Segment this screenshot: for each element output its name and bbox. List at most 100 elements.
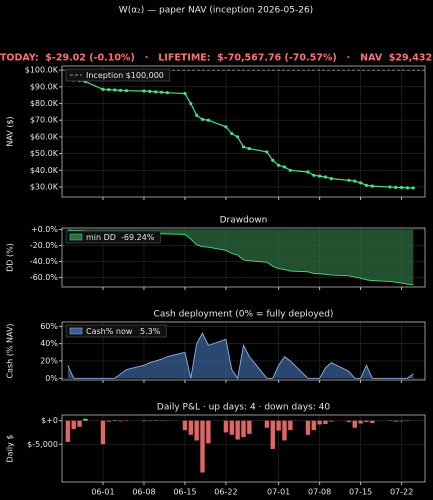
x-tick-label: 06-22 — [214, 488, 237, 497]
nav-point — [189, 101, 193, 106]
nav-point — [241, 145, 246, 149]
nav-point — [142, 89, 146, 93]
pnl-bar — [229, 420, 234, 435]
nav-point — [154, 90, 158, 94]
pnl-bar — [106, 420, 112, 422]
plot-frame — [61, 414, 426, 483]
legend-label: Cash% now 5.3% — [86, 327, 161, 336]
y-tick-label: 0% — [45, 374, 58, 383]
x-tick-label: 07-08 — [308, 488, 331, 497]
nav-point — [323, 175, 328, 179]
nav-point — [353, 179, 357, 183]
legend-box — [65, 68, 171, 82]
nav-point — [277, 163, 281, 167]
legend-swatch — [69, 233, 83, 241]
nav-point — [247, 147, 251, 151]
nav-point — [399, 185, 404, 190]
nav-point — [165, 91, 169, 95]
y-tick-label: 20% — [40, 356, 58, 365]
area-line — [67, 332, 414, 380]
pnl-bar — [329, 420, 334, 422]
nav-line — [67, 77, 414, 189]
pnl-bar — [399, 420, 404, 422]
y-tick-label: $+0 — [41, 416, 58, 425]
pnl-bar — [235, 420, 240, 440]
nav-point — [113, 88, 117, 92]
y-axis-label: Cash (% NAV) — [6, 323, 15, 378]
legend-swatch — [69, 327, 83, 335]
x-tick-label: 06-01 — [91, 488, 114, 497]
x-tick-label: 07-15 — [349, 488, 372, 497]
y-tick-label: -60.0% — [30, 273, 59, 282]
y-tick-label: $60.0K — [30, 132, 59, 141]
y-tick-label: 40% — [40, 339, 58, 348]
pnl-bar — [188, 420, 194, 435]
pnl-bar — [194, 420, 199, 441]
pnl-bar — [71, 420, 76, 430]
pnl-bar — [141, 420, 147, 422]
pnl-bar — [247, 420, 252, 434]
nav-point — [101, 87, 105, 91]
y-tick-label: $80.0K — [30, 99, 59, 108]
summary: TODAY: $-29.02 (-0.10%) · LIFETIME: $-70… — [0, 53, 432, 64]
plot-frame — [61, 321, 426, 381]
x-tick-label: 07-01 — [267, 488, 290, 497]
nav-point — [388, 185, 392, 189]
y-tick-label: $70.0K — [30, 116, 59, 125]
nav-point — [394, 185, 398, 189]
nav-point — [358, 181, 363, 185]
plot-frame — [61, 65, 426, 198]
pnl-bar — [223, 420, 229, 433]
pnl-bar — [370, 420, 375, 424]
pnl-bar — [323, 420, 328, 424]
y-axis-label: NAV ($) — [6, 116, 15, 146]
pnl-bar — [65, 420, 71, 442]
pnl-bar — [241, 420, 246, 438]
pnl-bar — [393, 420, 398, 422]
panel-title: Cash deployment (0% = fully deployed) — [154, 310, 334, 320]
legend-box — [65, 230, 161, 244]
y-tick-label: $30.0K — [30, 182, 59, 191]
nav-point — [370, 184, 374, 188]
y-tick-label: $40.0K — [30, 166, 59, 175]
x-tick-label: 06-15 — [173, 488, 196, 497]
pnl-bar — [352, 420, 357, 428]
pnl-bar — [311, 420, 316, 431]
nav-point — [124, 89, 129, 93]
nav-point — [148, 89, 152, 93]
nav-point — [118, 88, 123, 92]
pnl-bar — [364, 420, 369, 423]
pnl-bar — [270, 420, 275, 449]
pnl-bar — [276, 420, 281, 431]
pnl-bar — [200, 420, 205, 473]
legend-label: min DD -69.24% — [86, 233, 155, 242]
nav-point — [206, 118, 210, 122]
x-tick-label: 07-22 — [390, 488, 413, 497]
legend-label: Inception $100,000 — [86, 71, 164, 80]
y-tick-label: $100.0K — [25, 66, 59, 75]
figure-title: W(α₂) — paper NAV (inception 2026-05-26) — [119, 6, 313, 16]
nav-point — [159, 90, 164, 94]
legend-box — [65, 324, 167, 338]
y-tick-label: +0.0% — [31, 225, 58, 234]
pnl-bar — [305, 420, 311, 435]
nav-point — [200, 117, 205, 122]
pnl-bar — [182, 420, 188, 431]
nav-point — [364, 183, 369, 187]
nav-point — [329, 177, 333, 181]
plot-frame — [61, 227, 426, 288]
panel-title: Drawdown — [220, 216, 268, 226]
x-tick-label: 06-08 — [132, 488, 155, 497]
nav-point — [271, 158, 275, 162]
nav-point — [306, 170, 310, 174]
y-tick-label: $50.0K — [30, 149, 59, 158]
pnl-bar — [288, 420, 293, 431]
pnl-bar — [77, 420, 82, 427]
nav-point — [282, 165, 287, 169]
area-fill — [67, 333, 414, 379]
pnl-bar — [282, 420, 287, 441]
nav-point — [107, 88, 111, 92]
pnl-bar — [346, 420, 352, 423]
pnl-bar — [317, 420, 322, 425]
